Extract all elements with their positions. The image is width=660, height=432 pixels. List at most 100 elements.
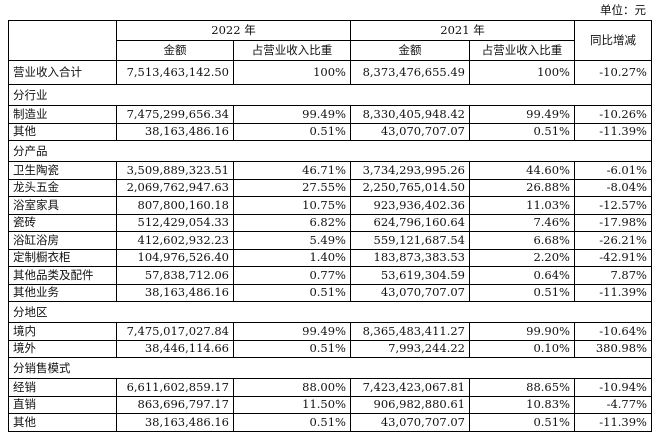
row-label: 其他 (8, 413, 117, 432)
amount-2021: 624,796,160.64 (350, 213, 470, 232)
table-row: 瓷砖 512,429,054.33 6.82% 624,796,160.64 7.46%… (8, 213, 652, 232)
header-ratio-2021: 占营业收入比重 (469, 40, 575, 61)
yoy-change: -42.91% (574, 248, 652, 267)
ratio-2021: 0.51% (469, 283, 575, 302)
ratio-2022: 0.51% (233, 413, 351, 432)
table-row: 定制橱衣柜 104,976,526.40 1.40% 183,873,383.53 2.… (8, 248, 652, 267)
row-label: 其他 (8, 122, 117, 141)
amount-2022: 38,446,114.66 (116, 339, 234, 358)
header-2022: 2022 年 (116, 20, 351, 41)
ratio-2022: 10.75% (233, 196, 351, 215)
amount-2021: 43,070,707.07 (350, 283, 470, 302)
ratio-2021: 2.20% (469, 248, 575, 267)
row-label: 浴室家具 (8, 196, 117, 215)
ratio-2022: 99.49% (233, 322, 351, 341)
amount-2022: 6,611,602,859.17 (116, 378, 234, 397)
row-label: 瓷砖 (8, 213, 117, 232)
section-title: 分地区 (8, 301, 652, 323)
header-amount-2022: 金额 (116, 40, 234, 61)
amount-2021: 923,936,402.36 (350, 196, 470, 215)
ratio-2022: 88.00% (233, 378, 351, 397)
amount-2022: 807,800,160.18 (116, 196, 234, 215)
amount-2021: 7,423,423,067.81 (350, 378, 470, 397)
ratio-2021: 99.49% (469, 105, 575, 124)
total-row: 营业收入合计 7,513,463,142.50 100% 8,373,476,6… (8, 60, 652, 85)
row-label: 浴缸浴房 (8, 231, 117, 250)
yoy-change: -17.98% (574, 213, 652, 232)
table-row: 其他 38,163,486.16 0.51% 43,070,707.07 0.51% -1… (8, 413, 652, 432)
table-row: 浴室家具 807,800,160.18 10.75% 923,936,402.36 11… (8, 196, 652, 215)
ratio-2021: 6.68% (469, 231, 575, 250)
ratio-2021: 100% (469, 60, 575, 85)
amount-2022: 863,696,797.17 (116, 395, 234, 414)
section-title: 分产品 (8, 140, 652, 162)
row-label: 其他业务 (8, 283, 117, 302)
ratio-2022: 11.50% (233, 395, 351, 414)
revenue-breakdown-table: 2022 年 2021 年 同比增减 金额 占营业收入比重 金额 占营业收入比重… (8, 20, 652, 432)
table-row: 直销 863,696,797.17 11.50% 906,982,880.61 10.8… (8, 395, 652, 414)
header-amount-2021: 金额 (350, 40, 470, 61)
ratio-2021: 0.10% (469, 339, 575, 358)
header-2021: 2021 年 (350, 20, 575, 41)
ratio-2022: 5.49% (233, 231, 351, 250)
table-row: 其他品类及配件 57,838,712.06 0.77% 53,619,304.59 0.… (8, 266, 652, 285)
ratio-2021: 7.46% (469, 213, 575, 232)
row-label: 制造业 (8, 105, 117, 124)
section-header-row: 分地区 (8, 301, 652, 323)
ratio-2022: 0.77% (233, 266, 351, 285)
table-row: 境内 7,475,017,027.84 99.49% 8,365,483,411.27… (8, 322, 652, 341)
yoy-change: -12.57% (574, 196, 652, 215)
unit-label: 单位：元 (600, 3, 646, 17)
amount-2022: 3,509,889,323.51 (116, 161, 234, 180)
amount-2022: 7,513,463,142.50 (116, 60, 234, 85)
header-blank-cell (8, 20, 117, 61)
amount-2021: 2,250,765,014.50 (350, 178, 470, 197)
header-yoy: 同比增减 (574, 20, 652, 61)
row-label: 直销 (8, 395, 117, 414)
yoy-change: -10.27% (574, 60, 652, 85)
ratio-2021: 10.83% (469, 395, 575, 414)
amount-2021: 7,993,244.22 (350, 339, 470, 358)
amount-2022: 2,069,762,947.63 (116, 178, 234, 197)
ratio-2022: 0.51% (233, 122, 351, 141)
amount-2022: 104,976,526.40 (116, 248, 234, 267)
amount-2021: 3,734,293,995.26 (350, 161, 470, 180)
table-row: 经销 6,611,602,859.17 88.00% 7,423,423,067.81… (8, 378, 652, 397)
amount-2022: 38,163,486.16 (116, 122, 234, 141)
section-title: 分行业 (8, 84, 652, 106)
amount-2021: 43,070,707.07 (350, 413, 470, 432)
amount-2022: 7,475,299,656.34 (116, 105, 234, 124)
section-header-row: 分产品 (8, 140, 652, 162)
ratio-2021: 44.60% (469, 161, 575, 180)
ratio-2022: 1.40% (233, 248, 351, 267)
yoy-change: -10.26% (574, 105, 652, 124)
table-row: 境外 38,446,114.66 0.51% 7,993,244.22 0.10% 380… (8, 339, 652, 358)
yoy-change: 380.98% (574, 339, 652, 358)
amount-2021: 8,365,483,411.27 (350, 322, 470, 341)
ratio-2022: 100% (233, 60, 351, 85)
table-row: 卫生陶瓷 3,509,889,323.51 46.71% 3,734,293,995.… (8, 161, 652, 180)
yoy-change: -4.77% (574, 395, 652, 414)
yoy-change: -11.39% (574, 283, 652, 302)
amount-2022: 38,163,486.16 (116, 283, 234, 302)
table-row: 制造业 7,475,299,656.34 99.49% 8,330,405,948.4… (8, 105, 652, 124)
row-label: 营业收入合计 (8, 60, 117, 85)
amount-2022: 512,429,054.33 (116, 213, 234, 232)
ratio-2021: 26.88% (469, 178, 575, 197)
header-ratio-2022: 占营业收入比重 (233, 40, 351, 61)
ratio-2021: 11.03% (469, 196, 575, 215)
ratio-2022: 0.51% (233, 339, 351, 358)
ratio-2021: 88.65% (469, 378, 575, 397)
amount-2022: 7,475,017,027.84 (116, 322, 234, 341)
row-label: 定制橱衣柜 (8, 248, 117, 267)
ratio-2022: 99.49% (233, 105, 351, 124)
amount-2021: 8,373,476,655.49 (350, 60, 470, 85)
section-title: 分销售模式 (8, 357, 652, 379)
table-row: 浴缸浴房 412,602,932.23 5.49% 559,121,687.54 6.6… (8, 231, 652, 250)
row-label: 卫生陶瓷 (8, 161, 117, 180)
yoy-change: -6.01% (574, 161, 652, 180)
ratio-2022: 27.55% (233, 178, 351, 197)
amount-2022: 412,602,932.23 (116, 231, 234, 250)
amount-2022: 38,163,486.16 (116, 413, 234, 432)
amount-2021: 43,070,707.07 (350, 122, 470, 141)
